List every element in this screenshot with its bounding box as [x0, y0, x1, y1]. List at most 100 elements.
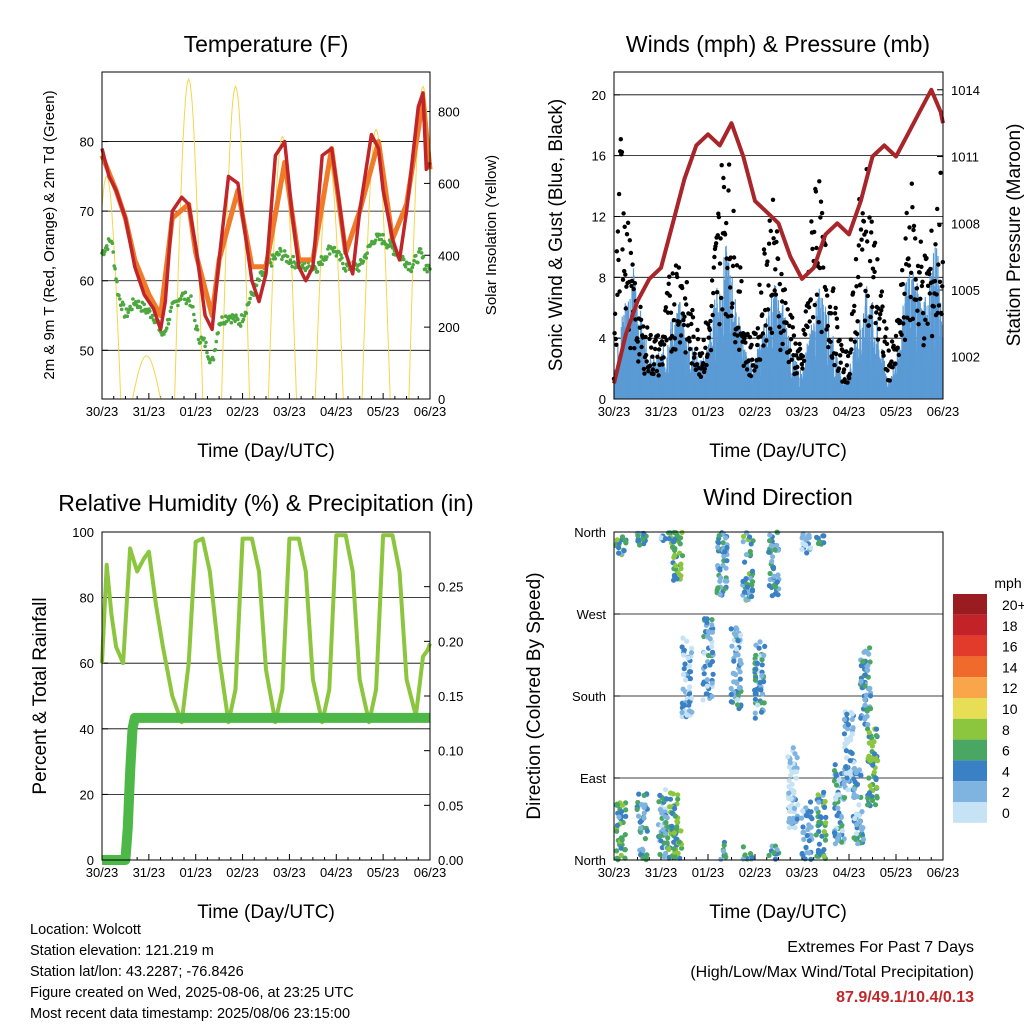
direction-point: [752, 677, 759, 683]
gust-point: [832, 311, 838, 316]
gust-point: [901, 315, 907, 320]
temperature-2m-line: [100, 91, 432, 332]
gust-point: [625, 220, 631, 225]
gust-point: [661, 355, 666, 360]
direction-point: [662, 536, 669, 542]
gust-point: [868, 314, 873, 320]
direction-point: [740, 539, 746, 545]
gust-point: [677, 319, 682, 325]
dewpoint-point: [211, 358, 216, 362]
gust-point: [853, 257, 859, 262]
direction-point: [791, 805, 798, 812]
gust-point: [856, 274, 861, 280]
direction-point: [841, 781, 847, 787]
direction-point: [832, 762, 838, 768]
gust-point: [918, 239, 923, 244]
direction-point: [672, 563, 679, 569]
gust-point: [887, 378, 892, 383]
direction-point: [858, 715, 864, 721]
gust-point: [725, 314, 731, 319]
dewpoint-point: [319, 254, 324, 259]
direction-point: [717, 592, 723, 598]
direction-point: [833, 796, 839, 802]
direction-point: [864, 713, 870, 719]
gust-point: [678, 333, 684, 338]
gust-point: [880, 304, 885, 309]
gust-point: [668, 310, 674, 315]
direction-point: [722, 549, 728, 555]
gust-point: [772, 288, 777, 293]
gust-point: [885, 368, 890, 373]
direction-point: [716, 540, 722, 546]
gust-point: [855, 319, 860, 324]
gust-point: [902, 291, 907, 296]
dewpoint-point: [419, 251, 424, 255]
gust-point: [867, 215, 872, 220]
gust-point: [925, 283, 931, 288]
direction-point: [614, 828, 620, 834]
direction-point: [635, 533, 641, 539]
dewpoint-point: [203, 344, 207, 349]
dewpoint-point: [234, 313, 238, 318]
gust-point: [873, 320, 878, 326]
dewpoint-point: [273, 256, 278, 261]
gust-point: [907, 225, 912, 230]
gust-point: [771, 236, 776, 241]
gust-point: [765, 259, 770, 264]
winds-y-tick-label: 12: [592, 209, 606, 224]
dewpoint-point: [409, 269, 414, 274]
gust-point: [710, 312, 715, 318]
direction-point: [766, 549, 772, 555]
gust-point: [685, 323, 691, 328]
gust-point: [844, 363, 850, 368]
gust-point: [917, 270, 922, 275]
direction-point: [786, 778, 792, 784]
direction-point: [802, 856, 808, 862]
direction-point: [821, 789, 827, 796]
solar-insolation-line: [174, 77, 204, 400]
gust-point: [787, 323, 792, 328]
gust-point: [760, 312, 765, 317]
gust-point: [903, 236, 908, 241]
temperature-y-tick-label: 50: [80, 343, 94, 358]
direction-point: [670, 538, 676, 545]
gust-point: [681, 317, 686, 323]
dewpoint-point: [269, 264, 274, 268]
gust-point: [716, 211, 721, 216]
direction-point: [749, 588, 756, 594]
direction-point: [621, 548, 627, 554]
direction-point: [862, 672, 868, 678]
dewpoint-point: [138, 305, 143, 310]
direction-point: [672, 854, 678, 860]
gust-point: [819, 210, 825, 216]
gust-point: [680, 285, 685, 291]
gust-point: [858, 282, 863, 287]
gust-point: [770, 197, 776, 202]
gust-point: [709, 278, 715, 283]
gust-point: [614, 342, 619, 347]
gust-point: [777, 324, 782, 329]
direction-point: [857, 819, 863, 825]
wind-direction-y-tick-label: North: [574, 853, 606, 868]
temperature-y2-tick-label: 0: [438, 392, 445, 407]
relative-humidity-line: [100, 533, 432, 725]
gust-point: [720, 307, 725, 312]
gust-point: [899, 332, 904, 337]
direction-point: [839, 828, 846, 834]
gust-point: [716, 214, 722, 220]
speed-legend-swatch: [953, 635, 987, 657]
solar-insolation-line: [132, 355, 162, 400]
direction-point: [715, 585, 721, 591]
direction-point: [680, 652, 687, 658]
direction-point: [816, 841, 823, 847]
gust-point: [616, 257, 621, 263]
gust-point: [891, 343, 896, 348]
gust-point: [711, 290, 716, 296]
humidity-y2-tick-label: 0.00: [438, 853, 463, 868]
gust-point: [889, 339, 895, 344]
winds-y-tick-label: 8: [599, 270, 606, 285]
direction-point: [843, 764, 849, 770]
gust-point: [706, 322, 711, 327]
direction-point: [680, 635, 686, 641]
dewpoint-point: [403, 265, 408, 269]
